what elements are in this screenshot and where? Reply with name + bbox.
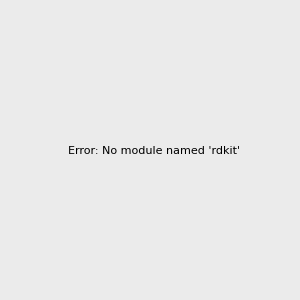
Text: Error: No module named 'rdkit': Error: No module named 'rdkit' <box>68 146 240 157</box>
